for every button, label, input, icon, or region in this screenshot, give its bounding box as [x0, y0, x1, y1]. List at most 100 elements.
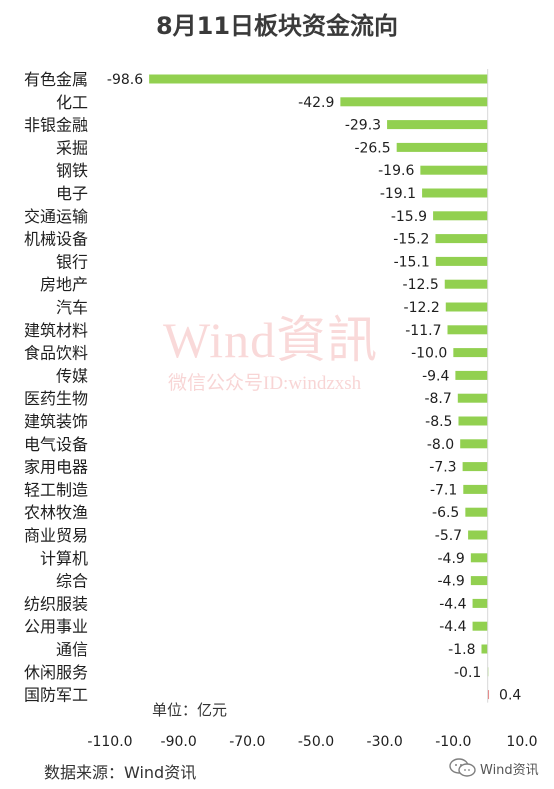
bar [435, 234, 488, 244]
category-label: 非银金融 [24, 116, 88, 135]
category-label: 采掘 [56, 138, 88, 157]
brand-badge: Wind资讯 [448, 757, 539, 779]
x-tick-label: 10.0 [506, 734, 537, 750]
category-label: 电子 [56, 184, 88, 203]
category-label: 公用事业 [24, 617, 88, 636]
category-label: 汽车 [56, 298, 88, 317]
category-label: 钢铁 [56, 161, 88, 180]
brand-label: Wind资讯 [480, 762, 539, 778]
data-label: -6.5 [432, 505, 459, 521]
bar [435, 256, 488, 266]
category-label: 银行 [56, 252, 88, 271]
category-label: 农林牧渔 [24, 503, 88, 522]
category-label: 综合 [56, 572, 88, 591]
category-label: 休闲服务 [24, 663, 88, 682]
bar [472, 621, 488, 631]
data-label: -12.5 [403, 277, 439, 293]
bar [422, 188, 488, 198]
data-label: -4.9 [438, 574, 465, 590]
data-label: -19.6 [378, 163, 414, 179]
category-label: 建筑材料 [24, 321, 88, 340]
data-label: -15.2 [393, 232, 429, 248]
bar [396, 142, 488, 152]
watermark-subtitle: 微信公众号ID:windzxsh [168, 373, 362, 394]
category-label: 家用电器 [24, 458, 88, 477]
data-label: -5.7 [435, 528, 462, 544]
bar [447, 325, 488, 335]
bar [455, 370, 488, 380]
data-label: -98.6 [107, 72, 143, 88]
bar [453, 348, 488, 358]
category-label: 房地产 [40, 275, 88, 294]
data-label: -10.0 [411, 346, 447, 362]
data-label: -8.5 [425, 414, 452, 430]
category-label: 纺织服装 [24, 594, 88, 613]
data-label: -26.5 [354, 140, 390, 156]
bar [462, 462, 488, 472]
data-label: -15.1 [394, 254, 430, 270]
bar [149, 74, 488, 84]
data-label: -8.0 [427, 437, 454, 453]
bar [463, 484, 488, 494]
bar [481, 644, 488, 654]
x-tick-label: -30.0 [367, 734, 403, 750]
data-label: -4.4 [439, 596, 466, 612]
category-label: 传媒 [56, 366, 88, 385]
bar [444, 279, 488, 289]
x-tick-label: -70.0 [229, 734, 265, 750]
x-tick-label: -50.0 [298, 734, 334, 750]
data-label: 0.4 [499, 688, 521, 704]
category-label: 医药生物 [24, 389, 88, 408]
category-label: 化工 [56, 93, 88, 112]
bar [445, 302, 488, 312]
category-label: 商业贸易 [24, 526, 88, 545]
category-label: 电气设备 [24, 435, 88, 454]
bar [468, 530, 488, 540]
x-tick-label: -90.0 [161, 734, 197, 750]
data-label: -29.3 [345, 118, 381, 134]
wechat-icon [449, 758, 476, 777]
source-note: 数据来源：Wind资讯 [44, 763, 197, 782]
bar [465, 507, 488, 517]
bar [420, 165, 488, 175]
data-label: -19.1 [380, 186, 416, 202]
bar [460, 439, 488, 449]
category-label: 计算机 [40, 549, 88, 568]
bar [340, 97, 488, 107]
bar [470, 576, 488, 586]
page-title: 8月11日板块资金流向 [155, 12, 399, 40]
data-label: -11.7 [405, 323, 441, 339]
category-label: 国防军工 [24, 686, 88, 705]
bar [458, 416, 488, 426]
data-label: -8.7 [424, 391, 451, 407]
bar [433, 211, 488, 221]
bar [470, 553, 488, 563]
data-label: -42.9 [298, 95, 334, 111]
category-label: 建筑装饰 [24, 412, 88, 431]
category-label: 食品饮料 [24, 344, 88, 363]
category-label: 机械设备 [24, 230, 88, 249]
x-tick-label: -110.0 [87, 734, 132, 750]
data-label: -7.3 [429, 460, 456, 476]
category-label: 通信 [56, 640, 88, 659]
bar [487, 690, 490, 700]
data-label: -7.1 [430, 482, 457, 498]
data-label: -4.9 [438, 551, 465, 567]
data-label: -12.2 [404, 300, 440, 316]
data-label: -4.4 [439, 619, 466, 635]
bar [387, 120, 488, 130]
watermark: Wind資訊 [163, 312, 379, 368]
x-tick-label: -10.0 [435, 734, 471, 750]
data-label: -15.9 [391, 209, 427, 225]
data-label: -1.8 [448, 642, 475, 658]
unit-label: 单位：亿元 [152, 701, 228, 719]
bar [457, 393, 488, 403]
data-label: -9.4 [422, 368, 449, 384]
data-label: -0.1 [454, 665, 481, 681]
category-label: 有色金属 [24, 70, 88, 89]
category-label: 交通运输 [24, 207, 88, 226]
bar [472, 598, 488, 608]
category-label: 轻工制造 [24, 480, 88, 499]
